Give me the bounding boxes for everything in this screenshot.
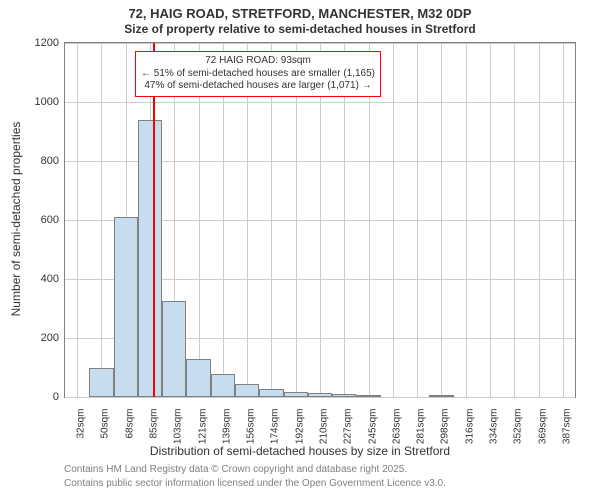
x-tick-label: 210sqm	[319, 409, 330, 445]
y-tick-label: 600	[41, 214, 59, 226]
gridline-vertical	[490, 43, 491, 397]
x-tick-label: 387sqm	[561, 409, 572, 445]
histogram-bar	[235, 384, 259, 397]
x-tick-label: 50sqm	[100, 409, 111, 439]
y-tick-label: 0	[53, 391, 59, 403]
x-tick-label: 103sqm	[173, 409, 184, 445]
x-tick-label: 68sqm	[124, 409, 135, 439]
gridline-vertical	[514, 43, 515, 397]
annotation-line: ← 51% of semi-detached houses are smalle…	[141, 68, 375, 81]
x-tick-label: 369sqm	[537, 409, 548, 445]
x-tick-label: 32sqm	[76, 409, 87, 439]
histogram-bar	[284, 392, 308, 397]
x-tick-label: 85sqm	[149, 409, 160, 439]
x-tick-label: 139sqm	[221, 409, 232, 445]
chart-title-main: 72, HAIG ROAD, STRETFORD, MANCHESTER, M3…	[0, 6, 600, 21]
x-tick-label: 298sqm	[440, 409, 451, 445]
annotation-line: 72 HAIG ROAD: 93sqm	[141, 55, 375, 68]
gridline-vertical	[563, 43, 564, 397]
x-tick-label: 352sqm	[513, 409, 524, 445]
histogram-bar	[211, 374, 235, 397]
x-tick-label: 174sqm	[270, 409, 281, 445]
histogram-bar	[114, 217, 138, 397]
x-tick-label: 281sqm	[416, 409, 427, 445]
gridline-vertical	[101, 43, 102, 397]
chart-title-sub: Size of property relative to semi-detach…	[0, 22, 600, 36]
gridline-vertical	[393, 43, 394, 397]
annotation-line: 47% of semi-detached houses are larger (…	[141, 80, 375, 93]
y-axis-label: Number of semi-detached properties	[9, 122, 23, 317]
histogram-bar	[429, 395, 453, 397]
histogram-bar	[259, 389, 283, 397]
x-tick-label: 334sqm	[489, 409, 500, 445]
x-tick-label: 121sqm	[197, 409, 208, 445]
x-tick-label: 263sqm	[391, 409, 402, 445]
histogram-bar	[308, 393, 332, 397]
annotation-box: 72 HAIG ROAD: 93sqm← 51% of semi-detache…	[135, 51, 381, 97]
x-tick-label: 316sqm	[464, 409, 475, 445]
footer-line-1: Contains HM Land Registry data © Crown c…	[64, 464, 407, 475]
gridline-horizontal	[65, 397, 575, 398]
y-tick-label: 1200	[35, 37, 59, 49]
gridline-vertical	[417, 43, 418, 397]
footer-line-2: Contains public sector information licen…	[64, 478, 446, 489]
x-tick-label: 227sqm	[343, 409, 354, 445]
gridline-vertical	[466, 43, 467, 397]
x-axis-label: Distribution of semi-detached houses by …	[0, 444, 600, 458]
x-tick-label: 245sqm	[367, 409, 378, 445]
y-tick-label: 1000	[35, 96, 59, 108]
y-tick-label: 800	[41, 155, 59, 167]
histogram-bar	[186, 359, 210, 397]
x-tick-label: 156sqm	[246, 409, 257, 445]
gridline-vertical	[77, 43, 78, 397]
y-tick-label: 400	[41, 273, 59, 285]
y-tick-label: 200	[41, 332, 59, 344]
histogram-bar	[89, 368, 113, 398]
histogram-bar	[138, 120, 162, 397]
histogram-bar	[356, 395, 380, 397]
plot-area: 02004006008001000120032sqm50sqm68sqm85sq…	[64, 42, 576, 398]
gridline-vertical	[539, 43, 540, 397]
histogram-bar	[332, 394, 356, 397]
chart-root: 72, HAIG ROAD, STRETFORD, MANCHESTER, M3…	[0, 0, 600, 500]
x-tick-label: 192sqm	[294, 409, 305, 445]
gridline-vertical	[441, 43, 442, 397]
histogram-bar	[162, 301, 186, 397]
